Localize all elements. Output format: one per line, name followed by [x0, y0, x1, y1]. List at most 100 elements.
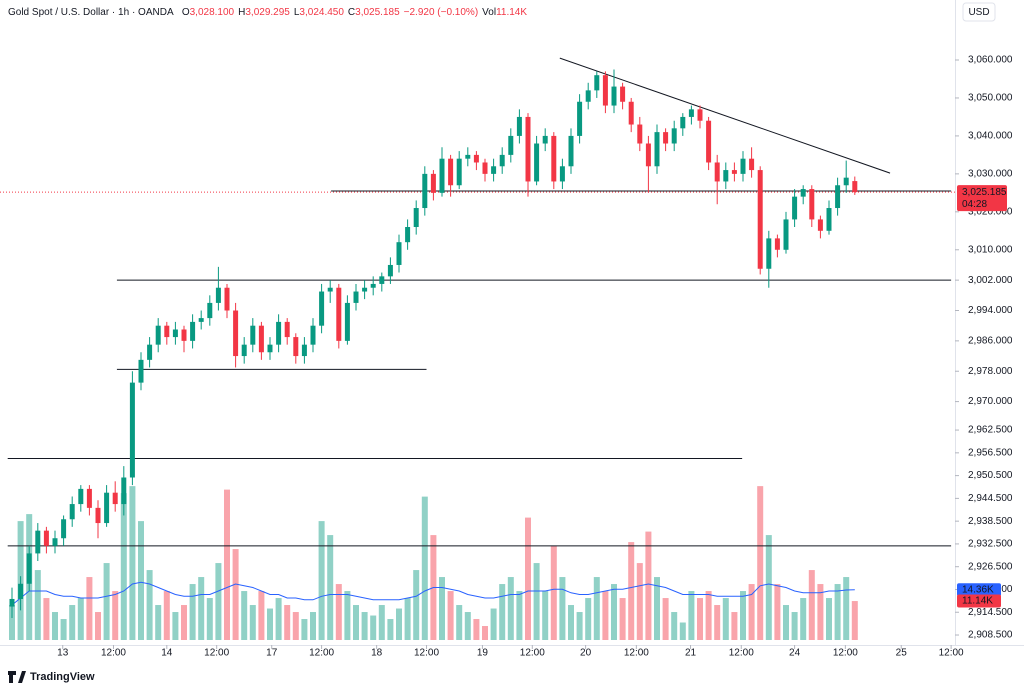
candle-body: [327, 287, 333, 292]
candle-body: [353, 291, 359, 303]
candle-body: [95, 507, 101, 524]
candle-body: [680, 116, 686, 129]
y-tick-label: 3,020.000: [968, 206, 1013, 217]
y-tick-label: 3,050.000: [968, 93, 1013, 104]
candle-body: [448, 158, 454, 186]
candle-body: [26, 553, 32, 584]
x-tick-label: 12:00: [520, 648, 545, 659]
volume-bar: [602, 591, 609, 640]
x-tick-label: 12:00: [729, 648, 754, 659]
y-tick-label: 3,040.000: [968, 131, 1013, 142]
y-tick-label: 2,956.500: [968, 447, 1013, 458]
candle-body: [224, 287, 230, 311]
volume-bar: [456, 605, 463, 640]
candle-body: [559, 166, 565, 182]
plot-area: [0, 57, 955, 640]
candle-body: [121, 477, 127, 505]
candle-body: [714, 162, 720, 182]
y-tick-label: 2,970.000: [968, 396, 1013, 407]
candle-body: [147, 344, 153, 360]
candle-body: [276, 321, 282, 345]
candle-body: [723, 170, 729, 182]
volume-bar: [327, 535, 334, 640]
ohlc-key: H: [238, 7, 245, 18]
x-tick-label: 12:00: [833, 648, 858, 659]
candle-body: [792, 196, 798, 220]
volume-bar: [490, 608, 497, 640]
x-tick-label: 20: [580, 648, 592, 659]
candle-body: [86, 488, 92, 508]
x-tick-label: 12:00: [939, 648, 964, 659]
x-tick-label: 25: [896, 648, 908, 659]
candle-body: [172, 329, 178, 338]
volume-bar: [103, 563, 110, 640]
volume-bar: [172, 612, 179, 640]
volume-bar: [249, 605, 256, 640]
candle-body: [525, 116, 531, 182]
volume-bar: [688, 591, 695, 640]
candle-body: [542, 135, 548, 144]
candle-body: [697, 109, 703, 121]
y-tick-label: 2,986.000: [968, 336, 1013, 347]
candle-body: [344, 302, 350, 341]
volume-bar: [215, 563, 222, 640]
volume-bar: [705, 591, 712, 640]
volume-bar: [679, 622, 686, 640]
volume-bar: [60, 619, 67, 640]
y-tick-label: 2,944.500: [968, 493, 1013, 504]
volume-bar: [198, 577, 205, 640]
header: Gold Spot / U.S. Dollar · 1h · OANDA O3,…: [8, 7, 527, 18]
candle-body: [336, 287, 342, 341]
axes: 3,060.000 3,050.000 3,040.000 3,030.000 3,02…: [57, 55, 1013, 659]
candle-body: [774, 238, 780, 250]
volume-ma-line: [11, 581, 855, 606]
volume-bar: [146, 570, 153, 640]
candle-body: [78, 488, 84, 505]
candle-body: [620, 86, 626, 102]
volume-bar: [189, 584, 196, 640]
volume-bar: [335, 584, 342, 640]
volume-bar: [585, 598, 592, 640]
candle-body: [387, 264, 393, 277]
volume-bar: [722, 598, 729, 640]
candle-body: [594, 75, 600, 91]
volume-bar: [774, 584, 781, 640]
candle-body: [706, 120, 712, 163]
candle-body: [654, 132, 660, 167]
candle-body: [783, 219, 789, 250]
ohlc-value: 3,024.450: [299, 7, 344, 18]
y-tick-label: 3,060.000: [968, 55, 1013, 66]
candle-body: [267, 344, 273, 353]
volume-bar: [267, 608, 273, 640]
volume-bar: [43, 598, 50, 640]
candle-body: [284, 321, 290, 338]
volume-bar: [800, 598, 807, 640]
volume-bar: [34, 570, 41, 640]
candle-body: [207, 302, 213, 319]
volume-bar: [559, 577, 566, 640]
volume-label-box: [957, 583, 1001, 597]
ohlc-key: O: [182, 7, 190, 18]
volume-bar: [284, 605, 291, 640]
candle-body: [69, 504, 75, 520]
currency[interactable]: USD: [968, 7, 989, 18]
vol-key: Vol: [482, 7, 496, 18]
candle-body: [508, 135, 514, 155]
volume-bar: [120, 493, 127, 640]
currency-button[interactable]: [962, 2, 996, 22]
volume-bar: [181, 605, 187, 640]
volume-bar: [542, 591, 549, 640]
volume-bar: [292, 612, 299, 640]
y-tick-label: 3,030.000: [968, 169, 1013, 180]
candle-body: [362, 287, 368, 292]
candle-body: [233, 310, 239, 357]
volume-bar: [129, 486, 136, 640]
volume-bar: [95, 612, 101, 640]
logo-icon: [8, 671, 26, 683]
candle-body: [534, 143, 540, 182]
candle-body: [396, 242, 402, 265]
y-tick-label: 2,926.500: [968, 561, 1013, 572]
candle-body: [61, 519, 67, 539]
candle-body: [817, 219, 823, 231]
